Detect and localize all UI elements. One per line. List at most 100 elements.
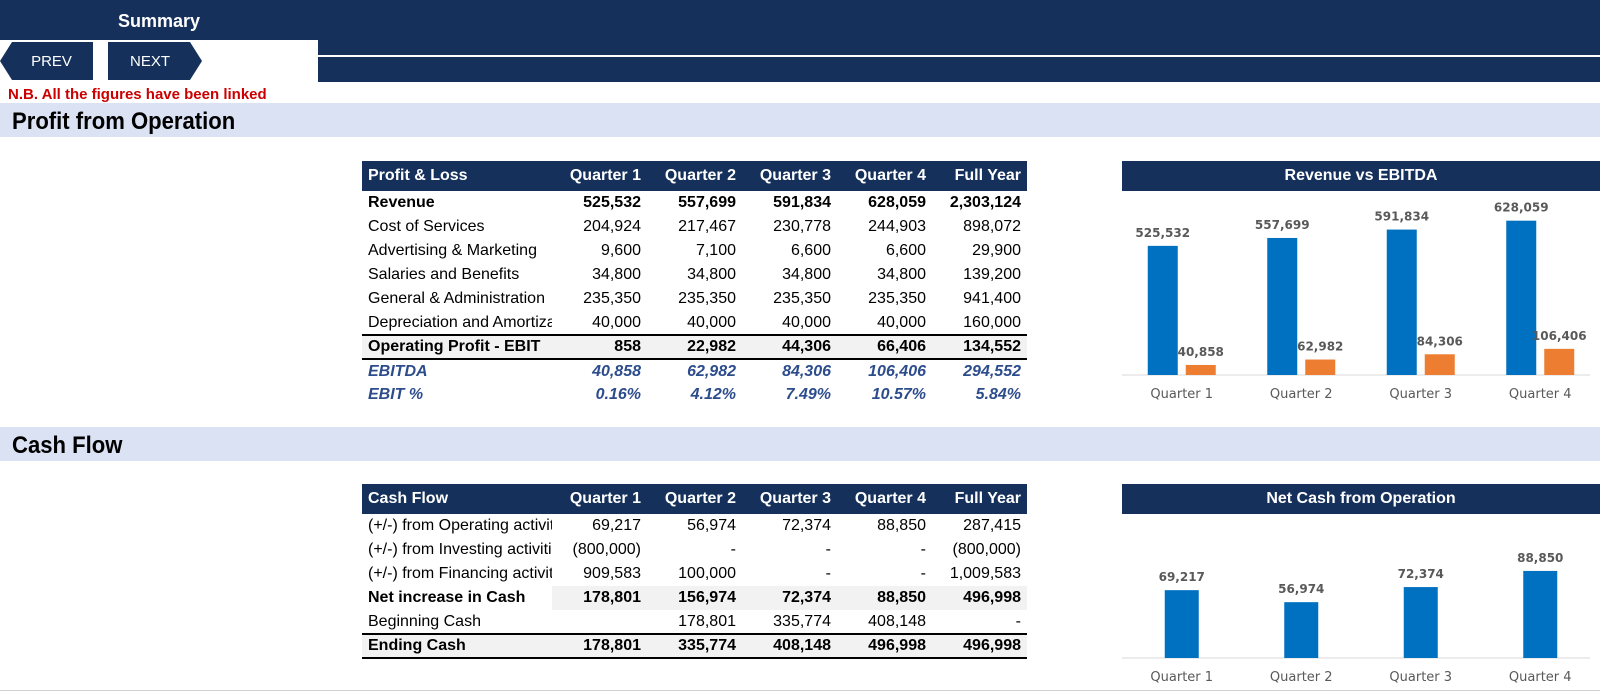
table-row: Depreciation and Amortization 40,000 40,00… <box>362 311 1027 335</box>
x-tick-label: Quarter 1 <box>1150 387 1213 402</box>
cell-value: 496,998 <box>932 586 1027 610</box>
row-label: Operating Profit - EBIT <box>362 334 552 360</box>
x-tick-label: Quarter 3 <box>1389 387 1452 402</box>
data-label: 557,699 <box>1255 218 1310 232</box>
table-row: Beginning Cash 178,801 335,774 408,148 - <box>362 610 1027 634</box>
cash-flow-table: Cash Flow Quarter 1 Quarter 2 Quarter 3 Quar… <box>362 484 1027 659</box>
profit-loss-table: Profit & Loss Quarter 1 Quarter 2 Quarter 3… <box>362 161 1027 407</box>
table-row: Revenue 525,532 557,699 591,834 628,059 2,303… <box>362 191 1027 215</box>
bar-2-1 <box>1185 364 1216 375</box>
cell-value: 496,998 <box>932 633 1027 659</box>
table-row: (+/-) from Operating activities 69,217 56,… <box>362 514 1027 538</box>
x-tick-label: Quarter 2 <box>1270 670 1333 685</box>
cell-value: 139,200 <box>963 266 1021 283</box>
cell-value: 178,801 <box>678 612 736 630</box>
chart-title: Revenue vs EBITDA <box>1122 161 1600 191</box>
bar-1-3 <box>1403 587 1438 658</box>
bar-1-1 <box>1147 245 1178 375</box>
cell-value: 100,000 <box>678 565 736 582</box>
data-label: 525,532 <box>1135 226 1190 240</box>
x-tick-label: Quarter 4 <box>1509 670 1572 685</box>
table-header-4: Quarter 4 <box>837 161 932 191</box>
cell-value: 34,800 <box>592 266 641 283</box>
table-row: Ending Cash 178,801 335,774 408,148 496,998 4… <box>362 633 1027 659</box>
next-button[interactable]: NEXT <box>108 42 202 80</box>
bar-2-4 <box>1544 348 1575 375</box>
cell-value: 6,600 <box>885 242 926 259</box>
cell-value: 909,583 <box>583 565 641 582</box>
cell-value: 66,406 <box>837 334 932 360</box>
cell-value: 40,000 <box>687 313 736 331</box>
table-header-1: Quarter 1 <box>552 161 647 191</box>
cell-value: 22,982 <box>647 334 742 360</box>
header-strip <box>318 40 1600 82</box>
table-header-4: Quarter 4 <box>837 484 932 514</box>
cell-value: 408,148 <box>868 612 926 630</box>
cell-value: 40,858 <box>592 362 641 380</box>
linked-figures-note: N.B. All the figures have been linked <box>8 86 267 103</box>
table-row: EBIT % 0.16% 4.12% 7.49% 10.57% 5.84% <box>362 383 1027 407</box>
section-cash-header: Cash Flow <box>0 427 1600 461</box>
cell-value <box>552 610 647 634</box>
cell-value: 628,059 <box>868 194 926 211</box>
section-profit-title: Profit from Operation <box>12 108 236 135</box>
cell-value: 7.49% <box>785 386 831 403</box>
row-label: EBIT % <box>368 386 424 403</box>
cell-value: 5.84% <box>975 386 1021 403</box>
row-label: Depreciation and Amortization <box>368 313 552 331</box>
cell-value: 134,552 <box>932 334 1027 360</box>
bar-1-2 <box>1267 237 1298 375</box>
data-label: 69,217 <box>1159 570 1205 584</box>
cell-value: (800,000) <box>952 541 1022 558</box>
data-label: 40,858 <box>1178 345 1224 359</box>
table-header-1: Quarter 1 <box>552 484 647 514</box>
row-label: EBITDA <box>368 362 428 380</box>
prev-button[interactable]: PREV <box>0 42 93 80</box>
cell-value: 204,924 <box>583 218 641 235</box>
cell-value: - <box>1015 612 1021 630</box>
cell-value: 525,532 <box>583 194 641 211</box>
table-row: Advertising & Marketing 9,600 7,100 6,600 6,… <box>362 239 1027 263</box>
cell-value: - <box>920 565 926 582</box>
table-row: Operating Profit - EBIT 858 22,982 44,306 66… <box>362 334 1027 360</box>
cell-value: 898,072 <box>963 218 1021 235</box>
cell-value: 106,406 <box>868 362 926 380</box>
row-label: (+/-) from Investing activities <box>368 541 552 558</box>
cell-value: 34,800 <box>687 266 736 283</box>
x-tick-label: Quarter 3 <box>1389 670 1452 685</box>
cell-value: 6,600 <box>790 242 831 259</box>
cell-value: 235,350 <box>583 290 641 307</box>
revenue-ebitda-plot: 525,532 40,858 Quarter 1 557,699 62,982 Quart… <box>1122 201 1590 402</box>
table-header-2: Quarter 2 <box>647 161 742 191</box>
cell-value: 7,100 <box>695 242 736 259</box>
cell-value: - <box>825 541 831 558</box>
cell-value: 941,400 <box>963 290 1021 307</box>
net-cash-plot: 69,217 Quarter 1 56,974 Quarter 2 72,374 Quar… <box>1122 551 1590 685</box>
row-label: Advertising & Marketing <box>368 242 537 259</box>
cell-value: 34,800 <box>877 266 926 283</box>
data-label: 72,374 <box>1398 567 1444 581</box>
cell-value: 2,303,124 <box>949 194 1021 211</box>
bar-1-3 <box>1386 229 1417 375</box>
table-row: Salaries and Benefits 34,800 34,800 34,800 3… <box>362 263 1027 287</box>
cell-value: 496,998 <box>837 633 932 659</box>
data-label: 628,059 <box>1494 201 1549 215</box>
cell-value: 72,374 <box>782 517 831 534</box>
header-divider <box>318 55 1600 57</box>
cell-value: 160,000 <box>963 313 1021 331</box>
bottom-divider <box>0 690 1600 691</box>
table-header-3: Quarter 3 <box>742 161 837 191</box>
section-cash-title: Cash Flow <box>12 432 123 459</box>
cell-value: 9,600 <box>600 242 641 259</box>
row-label: Net increase in Cash <box>362 586 552 610</box>
data-label: 88,850 <box>1517 551 1563 565</box>
table-header-5: Full Year <box>932 161 1027 191</box>
data-label: 62,982 <box>1297 340 1343 354</box>
cell-value: 40,000 <box>877 313 926 331</box>
table-row: Cost of Services 204,924 217,467 230,778 244… <box>362 215 1027 239</box>
cell-value: 44,306 <box>742 334 837 360</box>
cell-value: 235,350 <box>868 290 926 307</box>
data-label: 56,974 <box>1278 582 1324 596</box>
cell-value: 230,778 <box>773 218 831 235</box>
cell-value: - <box>825 565 831 582</box>
